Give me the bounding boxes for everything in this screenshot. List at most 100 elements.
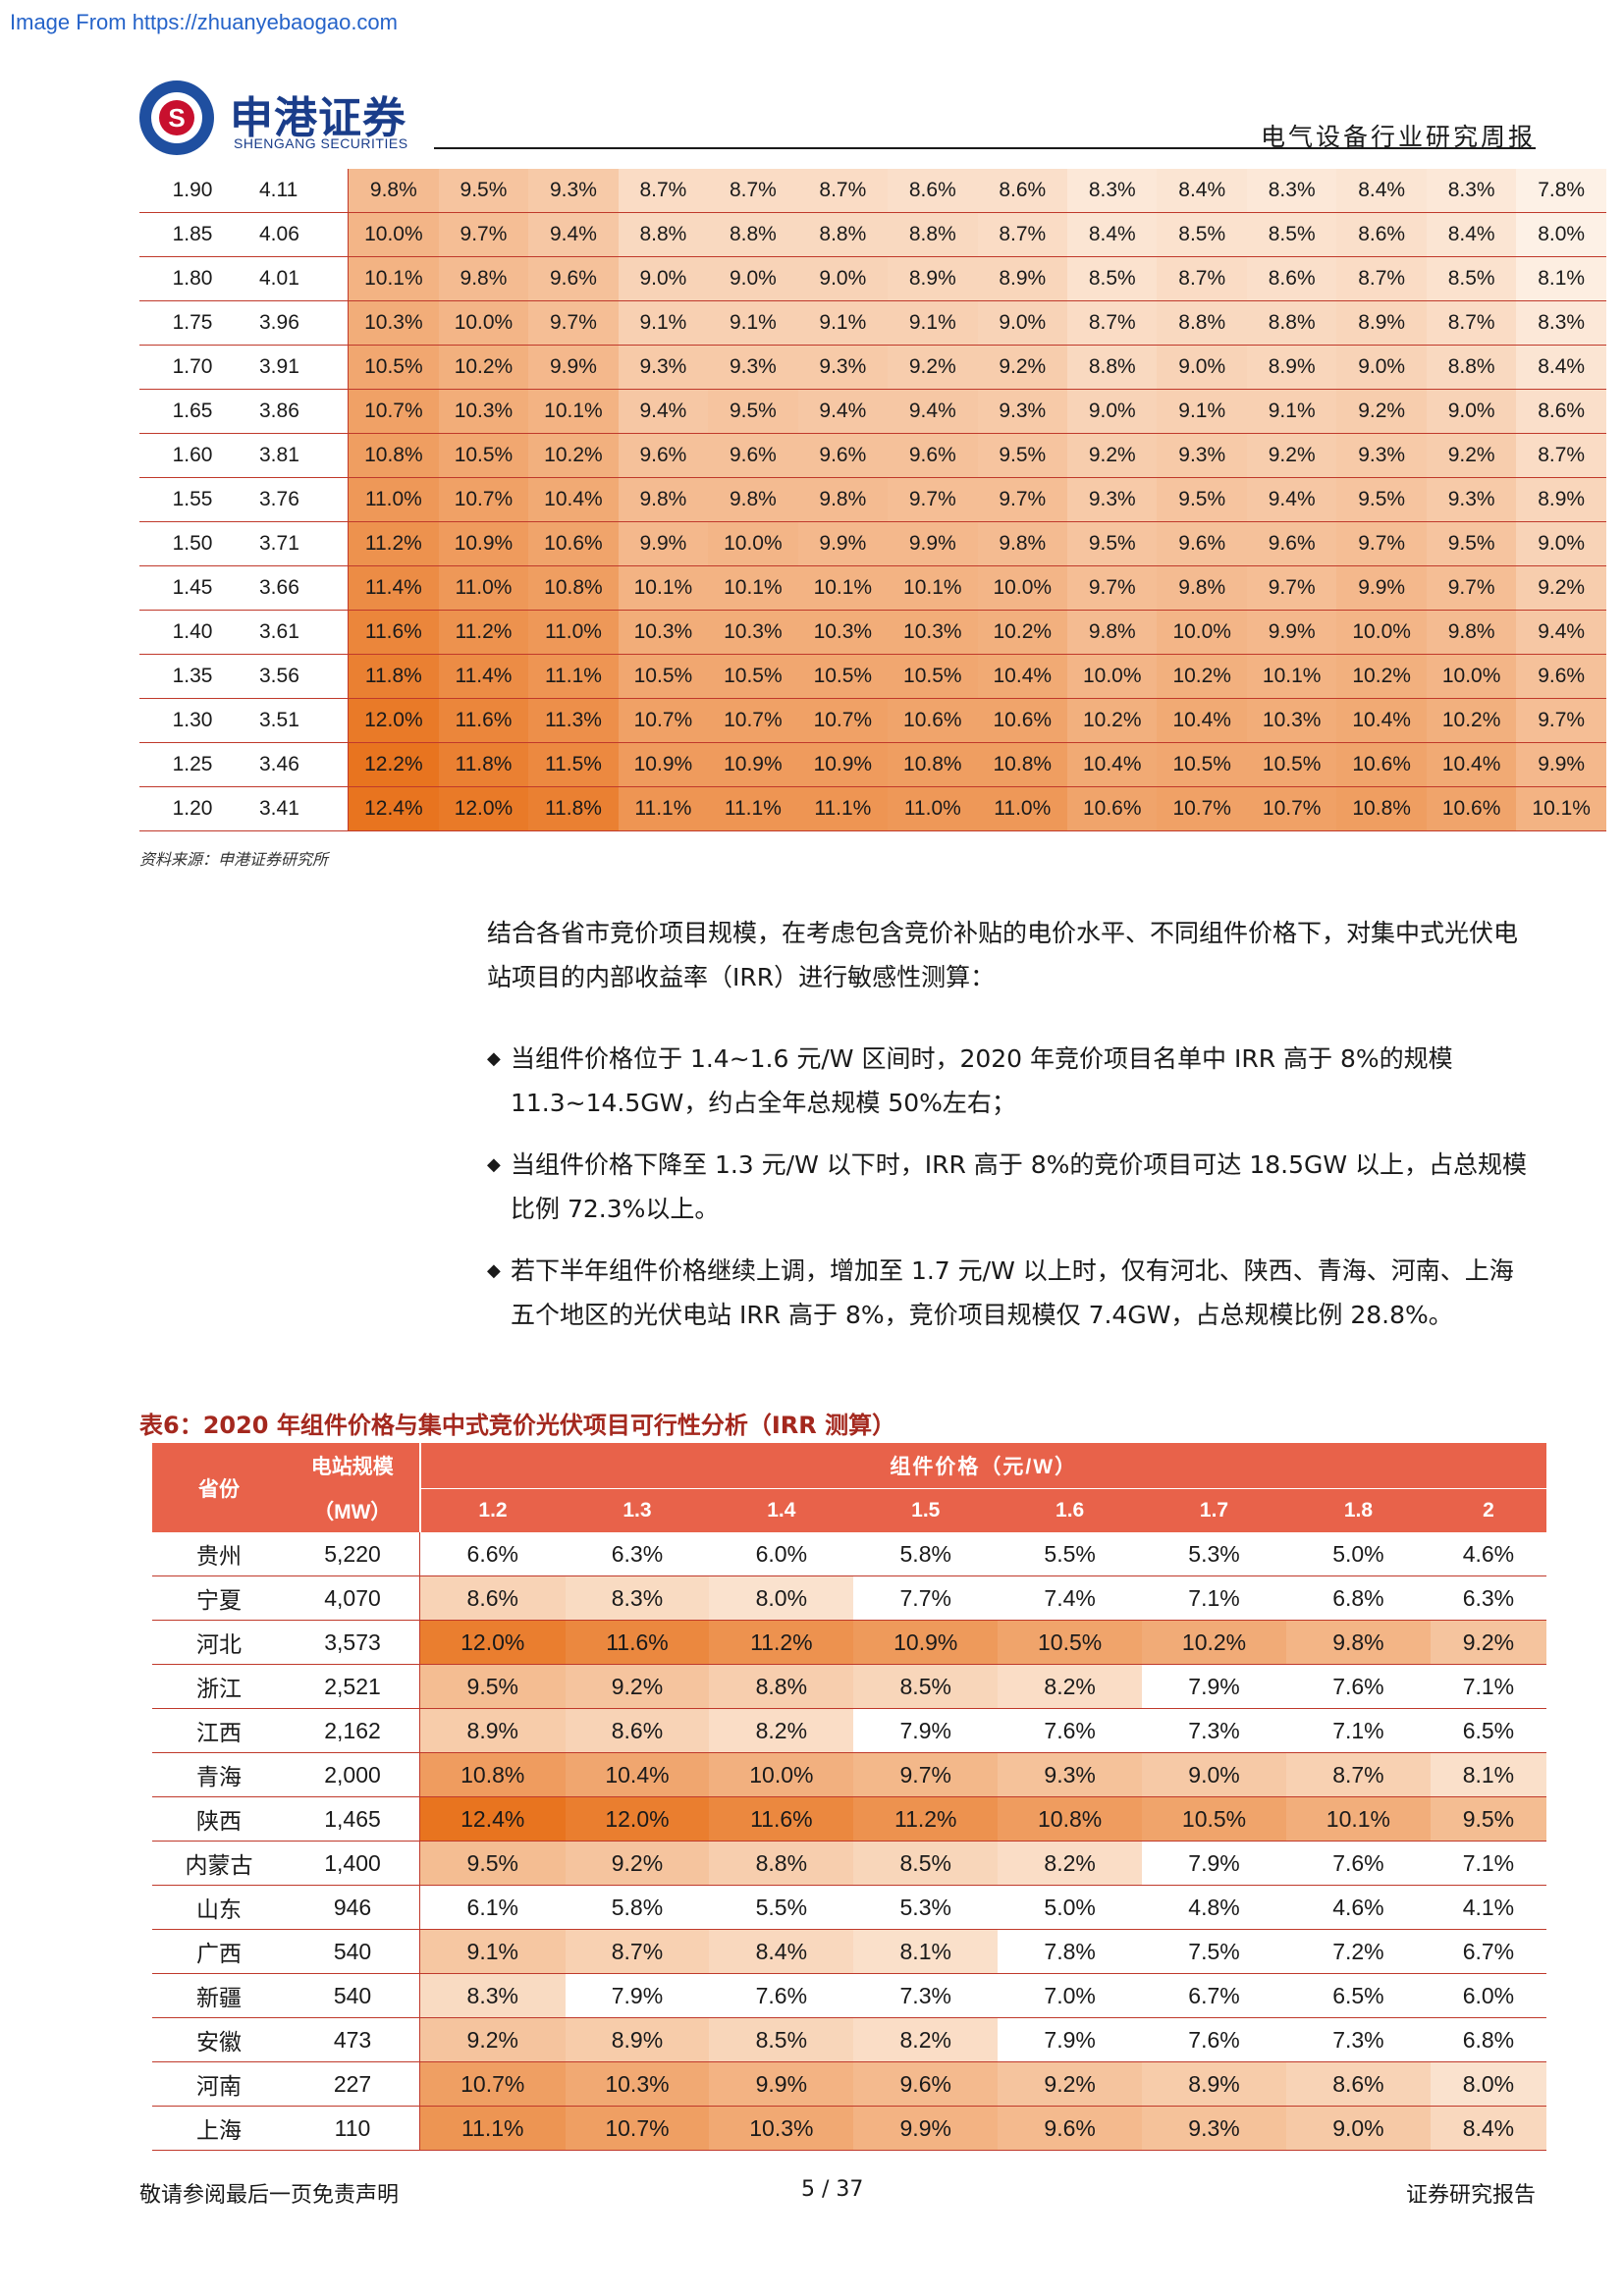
column-header-price: 1.7 — [1142, 1488, 1286, 1532]
cell-scale: 227 — [286, 2061, 420, 2107]
cell-irr-value: 9.5% — [1157, 477, 1247, 522]
cell-irr-value: 8.6% — [1336, 212, 1427, 257]
cell-irr-value: 8.4% — [1426, 212, 1517, 257]
cell-irr-value: 10.5% — [797, 654, 889, 699]
cell-irr-value: 9.4% — [618, 389, 709, 434]
cell-province: 内蒙古 — [152, 1841, 286, 1886]
cell-system-cost: 3.61 — [245, 610, 349, 655]
cell-irr-value: 6.7% — [1142, 1973, 1286, 2018]
cell-irr-value: 9.3% — [998, 1752, 1143, 1797]
header-divider — [434, 147, 1536, 149]
logo-emblem-icon: S — [139, 80, 214, 155]
cell-irr-value: 10.1% — [888, 565, 978, 611]
cell-irr-value: 11.6% — [709, 1796, 854, 1842]
table-row: 1.90 4.11 9.8% 9.5% 9.3% 8.7% 8.7% 8.7% 8.6% 8.6%… — [139, 169, 1606, 213]
cell-scale: 3,573 — [286, 1620, 420, 1665]
cell-irr-value: 8.5% — [1246, 212, 1337, 257]
cell-irr-value: 9.2% — [1067, 433, 1158, 478]
cell-irr-value: 10.6% — [1336, 742, 1427, 787]
cell-irr-value: 5.8% — [853, 1532, 999, 1576]
column-header-price: 1.8 — [1285, 1488, 1431, 1532]
cell-irr-value: 9.2% — [419, 2017, 566, 2062]
cell-irr-value: 10.3% — [709, 2106, 854, 2151]
cell-irr-value: 9.8% — [1285, 1620, 1431, 1665]
cell-irr-value: 11.3% — [528, 698, 619, 743]
cell-irr-value: 11.6% — [438, 698, 529, 743]
footer-report-type: 证券研究报告 — [1405, 2183, 1536, 2208]
cell-irr-value: 10.0% — [438, 300, 529, 346]
cell-irr-value: 7.9% — [1142, 1664, 1286, 1709]
cell-system-cost: 4.06 — [245, 212, 349, 257]
cell-irr-value: 10.5% — [348, 345, 439, 390]
cell-scale: 473 — [286, 2017, 420, 2062]
cell-irr-value: 10.7% — [708, 698, 798, 743]
cell-irr-value: 8.7% — [797, 169, 889, 213]
cell-irr-value: 11.4% — [348, 565, 439, 611]
cell-irr-value: 10.4% — [1157, 698, 1247, 743]
column-header-price: 1.4 — [709, 1488, 854, 1532]
cell-irr-value: 9.8% — [1157, 565, 1247, 611]
cell-irr-value: 7.9% — [565, 1973, 710, 2018]
cell-irr-value: 9.7% — [977, 477, 1068, 522]
cell-irr-value: 9.7% — [853, 1752, 999, 1797]
cell-province: 陕西 — [152, 1796, 286, 1842]
cell-irr-value: 10.1% — [528, 389, 619, 434]
cell-irr-value: 8.9% — [888, 256, 978, 301]
cell-scale: 110 — [286, 2106, 420, 2151]
cell-irr-value: 12.4% — [419, 1796, 566, 1842]
cell-irr-value: 10.7% — [1157, 786, 1247, 831]
cell-irr-value: 9.0% — [1426, 389, 1517, 434]
cell-irr-value: 9.7% — [1246, 565, 1337, 611]
cell-irr-value: 10.4% — [528, 477, 619, 522]
cell-irr-value: 10.3% — [888, 610, 978, 655]
cell-system-cost: 3.81 — [245, 433, 349, 478]
cell-irr-value: 10.0% — [348, 212, 439, 257]
cell-irr-value: 9.8% — [1426, 610, 1517, 655]
cell-irr-value: 10.1% — [797, 565, 889, 611]
cell-irr-value: 8.3% — [1516, 300, 1606, 346]
cell-irr-value: 8.1% — [853, 1929, 999, 1974]
cell-irr-value: 8.8% — [888, 212, 978, 257]
cell-irr-value: 10.4% — [977, 654, 1068, 699]
cell-irr-value: 12.0% — [348, 698, 439, 743]
cell-province: 江西 — [152, 1708, 286, 1753]
table-row: 陕西 1,465 12.4% 12.0% 11.6% 11.2% 10.8% 10.5% 10.… — [152, 1796, 1546, 1842]
cell-irr-value: 6.8% — [1430, 2017, 1546, 2062]
cell-irr-value: 6.5% — [1285, 1973, 1431, 2018]
cell-irr-value: 6.3% — [565, 1532, 710, 1576]
cell-irr-value: 11.6% — [348, 610, 439, 655]
cell-irr-value: 8.5% — [1426, 256, 1517, 301]
cell-irr-value: 10.5% — [888, 654, 978, 699]
cell-irr-value: 10.9% — [708, 742, 798, 787]
cell-irr-value: 11.1% — [618, 786, 709, 831]
cell-irr-value: 10.3% — [797, 610, 889, 655]
cell-irr-value: 11.4% — [438, 654, 529, 699]
cell-irr-value: 10.6% — [888, 698, 978, 743]
cell-irr-value: 12.0% — [565, 1796, 710, 1842]
cell-irr-value: 9.5% — [708, 389, 798, 434]
table-row: 青海 2,000 10.8% 10.4% 10.0% 9.7% 9.3% 9.0% 8.7% 8.… — [152, 1752, 1546, 1797]
cell-irr-value: 8.6% — [565, 1708, 710, 1753]
company-logo: S 申港证券 SHENGANG SECURITIES — [139, 80, 434, 157]
cell-component-price: 1.85 — [139, 212, 245, 257]
cell-irr-value: 10.2% — [1142, 1620, 1286, 1665]
cell-irr-value: 9.2% — [998, 2061, 1143, 2107]
cell-irr-value: 5.5% — [998, 1532, 1143, 1576]
cell-irr-value: 9.0% — [977, 300, 1068, 346]
cell-irr-value: 9.8% — [1067, 610, 1158, 655]
cell-irr-value: 9.4% — [888, 389, 978, 434]
cell-system-cost: 3.46 — [245, 742, 349, 787]
cell-irr-value: 9.6% — [708, 433, 798, 478]
bullet-item: ◆ 当组件价格位于 1.4~1.6 元/W 区间时，2020 年竞价项目名单中 … — [487, 1037, 1538, 1125]
cell-irr-value: 10.8% — [977, 742, 1068, 787]
cell-irr-value: 11.8% — [528, 786, 619, 831]
cell-irr-value: 10.7% — [1246, 786, 1337, 831]
cell-irr-value: 8.9% — [977, 256, 1068, 301]
report-type-label: 电气设备行业研究周报 — [1260, 123, 1536, 151]
table-row: 山东 946 6.1% 5.8% 5.5% 5.3% 5.0% 4.8% 4.6% 4.1% — [152, 1885, 1546, 1930]
source-watermark[interactable]: Image From https://zhuanyebaogao.com — [10, 10, 398, 34]
cell-irr-value: 9.3% — [708, 345, 798, 390]
cell-irr-value: 10.1% — [1246, 654, 1337, 699]
cell-province: 浙江 — [152, 1664, 286, 1709]
cell-irr-value: 9.6% — [618, 433, 709, 478]
